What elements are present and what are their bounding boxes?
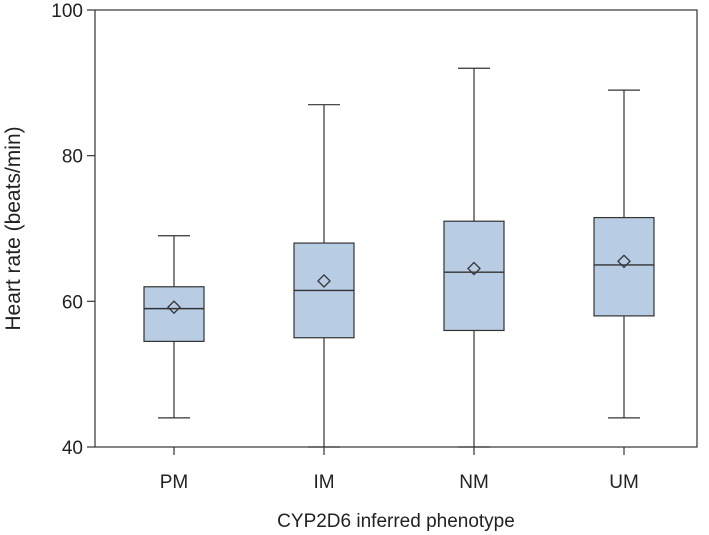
mean-marker [167,300,181,315]
y-tick-label: 60 [62,292,83,313]
mean-marker [617,254,631,269]
y-tick-label: 100 [51,1,83,22]
iqr-box [443,220,505,332]
boxes-group [143,67,655,448]
y-tick-label: 80 [62,147,83,168]
box-im [293,104,355,448]
box-pm [143,235,205,419]
x-axis: PM IM NM UM [160,447,639,493]
box-um [593,89,655,419]
x-tick-label: PM [160,472,189,493]
x-tick-label: IM [313,472,334,493]
x-tick-label: NM [459,472,489,493]
y-axis: 40 60 80 100 [51,1,95,459]
mean-marker [467,261,481,276]
y-tick-label: 40 [62,438,83,459]
y-axis-title: Heart rate (beats/min) [2,126,25,330]
x-tick-label: UM [609,472,639,493]
x-axis-title: CYP2D6 inferred phenotype [277,511,515,532]
plot-frame [94,9,698,448]
mean-marker [317,274,331,288]
box-nm [443,67,505,448]
